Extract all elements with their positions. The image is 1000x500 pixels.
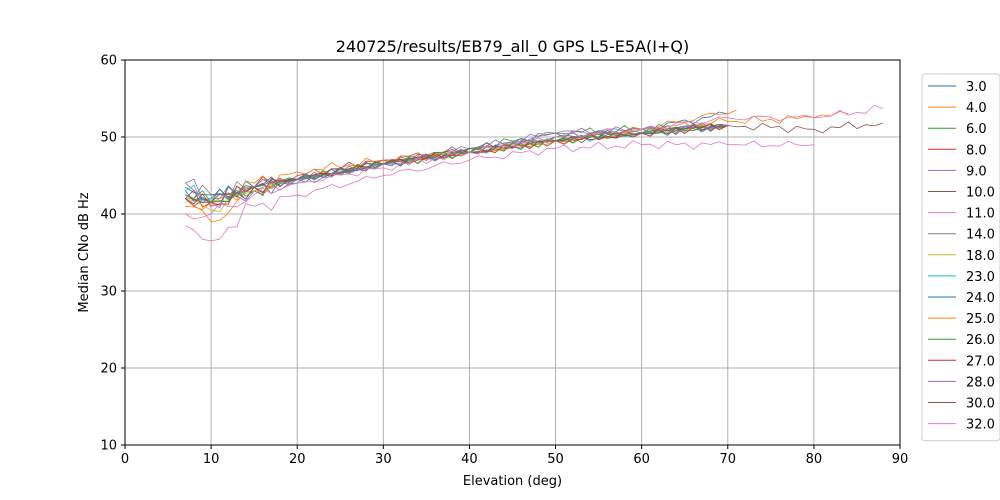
legend-label: 9.0 <box>966 164 987 179</box>
y-tick-label: 60 <box>100 54 117 69</box>
x-tick-label: 20 <box>289 452 306 467</box>
legend-label: 32.0 <box>966 418 995 433</box>
legend-label: 10.0 <box>966 186 995 201</box>
x-tick-label: 90 <box>892 452 909 467</box>
x-tick-label: 80 <box>806 452 823 467</box>
series-line <box>185 124 728 207</box>
legend-label: 23.0 <box>966 270 995 285</box>
x-tick-label: 30 <box>375 452 392 467</box>
series-line <box>185 140 814 242</box>
x-axis-label: Elevation (deg) <box>463 474 562 489</box>
legend: 3.0 4.0 6.0 8.0 9.0 10.0 11.0 14.0 18.0 23.0 24.0 2… <box>921 73 1000 442</box>
plot-frame <box>124 59 901 446</box>
legend-label: 8.0 <box>966 143 987 158</box>
legend-label: 28.0 <box>966 375 995 390</box>
legend-label: 4.0 <box>966 101 987 116</box>
legend-label: 26.0 <box>966 333 995 348</box>
legend-label: 27.0 <box>966 354 995 369</box>
legend-label: 24.0 <box>966 291 995 306</box>
plot-lines <box>184 105 883 242</box>
chart-title: 240725/results/EB79_all_0 GPS L5-E5A(I+Q… <box>336 37 689 57</box>
legend-box <box>921 73 1000 442</box>
y-axis: 10 20 30 40 50 60 <box>100 54 125 454</box>
legend-label: 6.0 <box>966 122 987 137</box>
legend-label: 3.0 <box>966 80 987 95</box>
y-tick-label: 10 <box>100 439 117 454</box>
x-tick-label: 60 <box>633 452 650 467</box>
x-tick-label: 0 <box>121 452 129 467</box>
y-tick-label: 20 <box>100 362 117 377</box>
x-axis: 0 10 20 30 40 50 60 70 80 90 <box>121 445 908 467</box>
y-tick-label: 40 <box>100 208 117 223</box>
x-tick-label: 10 <box>203 452 220 467</box>
series-line <box>185 121 883 204</box>
x-tick-label: 50 <box>547 452 564 467</box>
x-tick-label: 70 <box>720 452 737 467</box>
x-tick-label: 40 <box>461 452 478 467</box>
y-axis-label: Median CNo dB Hz <box>77 192 92 312</box>
legend-label: 14.0 <box>966 228 995 243</box>
legend-label: 18.0 <box>966 249 995 264</box>
series-line <box>185 105 883 220</box>
y-tick-label: 50 <box>100 131 117 146</box>
legend-label: 25.0 <box>966 312 995 327</box>
legend-label: 11.0 <box>966 207 995 222</box>
y-tick-label: 30 <box>100 285 117 300</box>
legend-label: 30.0 <box>966 397 995 412</box>
